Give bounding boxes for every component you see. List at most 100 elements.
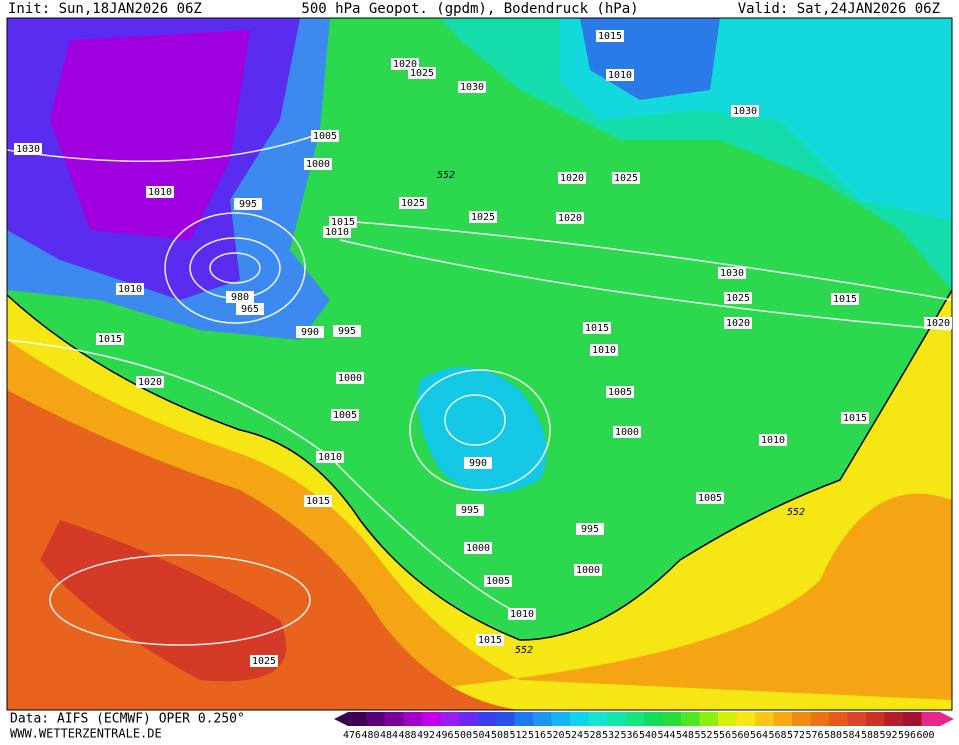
colorbar-label: 520 bbox=[546, 730, 564, 741]
isobar-label-bg bbox=[304, 495, 332, 507]
isobar-label: 1005 bbox=[333, 410, 357, 421]
colorbar-label: 476 bbox=[343, 730, 361, 741]
colorbar-cell bbox=[348, 712, 367, 726]
colorbar-cell bbox=[662, 712, 682, 726]
colorbar-cell bbox=[736, 712, 756, 726]
colorbar-cell bbox=[903, 712, 922, 726]
isobar-label: 1015 bbox=[331, 217, 355, 228]
isobar-label: 965 bbox=[241, 304, 259, 315]
isobar-label: 1030 bbox=[460, 82, 484, 93]
isobar-label-bg bbox=[250, 655, 278, 667]
colorbar-cell bbox=[366, 712, 386, 726]
colorbar-cell bbox=[533, 712, 552, 726]
isobar-label: 1000 bbox=[338, 373, 362, 384]
colorbar-cell bbox=[570, 712, 589, 726]
isobar-label-bg bbox=[14, 143, 42, 155]
isobar-label: 980 bbox=[231, 292, 249, 303]
colorbar-label: 540 bbox=[639, 730, 657, 741]
isobar-label-bg bbox=[606, 69, 634, 81]
colorbar-cell bbox=[514, 712, 534, 726]
colorbar-label: 516 bbox=[528, 730, 546, 741]
isobar-label-bg bbox=[724, 292, 752, 304]
colorbar-label: 564 bbox=[750, 730, 768, 741]
isobar-label: 1020 bbox=[926, 318, 950, 329]
colorbar-label: 528 bbox=[583, 730, 601, 741]
colorbar-label: 580 bbox=[824, 730, 842, 741]
isobar-label-bg bbox=[234, 198, 262, 210]
colorbar-label: 600 bbox=[916, 730, 934, 741]
map-field bbox=[7, 18, 952, 710]
isobar-label: 1005 bbox=[486, 576, 510, 587]
colorbar-label: 560 bbox=[731, 730, 749, 741]
colorbar-label: 504 bbox=[472, 730, 490, 741]
colorbar-label: 556 bbox=[713, 730, 731, 741]
colorbar-label: 524 bbox=[565, 730, 583, 741]
colorbar-cell bbox=[385, 712, 404, 726]
isobar-label: 1010 bbox=[592, 345, 616, 356]
isobar-label-bg bbox=[590, 344, 618, 356]
isobar-label: 1025 bbox=[614, 173, 638, 184]
isobar-label-bg bbox=[96, 333, 124, 345]
isobar-label: 1010 bbox=[608, 70, 632, 81]
isobar-label: 1020 bbox=[393, 59, 417, 70]
isobar-label-bg bbox=[596, 30, 624, 42]
isobar-label-bg bbox=[841, 412, 869, 424]
colorbar-label: 500 bbox=[454, 730, 472, 741]
isobar-label-bg bbox=[464, 457, 492, 469]
isobar-label: 1000 bbox=[615, 427, 639, 438]
isobar-label-bg bbox=[759, 434, 787, 446]
colorbar-label: 532 bbox=[602, 730, 620, 741]
isobar-label-bg bbox=[304, 158, 332, 170]
isobar-label-bg bbox=[583, 322, 611, 334]
colorbar-label: 548 bbox=[676, 730, 694, 741]
isobar-label-bg bbox=[311, 130, 339, 142]
isobar-label: 1015 bbox=[478, 635, 502, 646]
data-source: Data: AIFS (ECMWF) OPER 0.250° bbox=[10, 712, 245, 727]
colorbar-label: 544 bbox=[657, 730, 675, 741]
isobar-label: 1010 bbox=[325, 227, 349, 238]
colorbar-cell bbox=[440, 712, 460, 726]
colorbar-cell bbox=[588, 712, 608, 726]
colorbar-cell bbox=[422, 712, 441, 726]
colorbar-label: 492 bbox=[417, 730, 435, 741]
colorbar-label: 572 bbox=[787, 730, 805, 741]
colorbar-cell bbox=[773, 712, 793, 726]
isobar-label-bg bbox=[316, 451, 344, 463]
isobar-label-bg bbox=[458, 81, 486, 93]
isobar-label: 1000 bbox=[576, 565, 600, 576]
colorbar-cell bbox=[644, 712, 663, 726]
isobar-label: 1025 bbox=[401, 198, 425, 209]
colorbar-cell bbox=[699, 712, 719, 726]
isobar-label-bg bbox=[556, 212, 584, 224]
isobar-label-bg bbox=[476, 634, 504, 646]
isobar-label-bg bbox=[146, 186, 174, 198]
isobar-label-bg bbox=[731, 105, 759, 117]
colorbar-cell bbox=[459, 712, 478, 726]
isobar-label-bg bbox=[333, 325, 361, 337]
valid-time: Valid: Sat,24JAN2026 06Z bbox=[738, 1, 940, 17]
colorbar-cell bbox=[755, 712, 774, 726]
colorbar-label: 596 bbox=[898, 730, 916, 741]
isobar-label: 1020 bbox=[726, 318, 750, 329]
colorbar-label: 568 bbox=[768, 730, 786, 741]
colorbar-cell bbox=[607, 712, 626, 726]
colorbar-cell bbox=[866, 712, 885, 726]
isobar-label: 1005 bbox=[608, 387, 632, 398]
isobar-label: 1010 bbox=[510, 609, 534, 620]
isobar-label: 1010 bbox=[148, 187, 172, 198]
colorbar-label: 488 bbox=[398, 730, 416, 741]
init-time: Init: Sun,18JAN2026 06Z bbox=[8, 1, 202, 17]
isobar-label: 1025 bbox=[726, 293, 750, 304]
map-title: 500 hPa Geopot. (gpdm), Bodendruck (hPa) bbox=[301, 1, 638, 17]
contour-label: 552 bbox=[437, 170, 455, 181]
colorbar-arrow-left bbox=[334, 712, 348, 726]
isobar-label-bg bbox=[613, 426, 641, 438]
isobar-label: 1015 bbox=[598, 31, 622, 42]
isobar-label-bg bbox=[612, 172, 640, 184]
colorbar-label: 480 bbox=[361, 730, 379, 741]
isobar-label-bg bbox=[924, 317, 952, 329]
colorbar-label: 592 bbox=[879, 730, 897, 741]
isobar-label: 1000 bbox=[306, 159, 330, 170]
